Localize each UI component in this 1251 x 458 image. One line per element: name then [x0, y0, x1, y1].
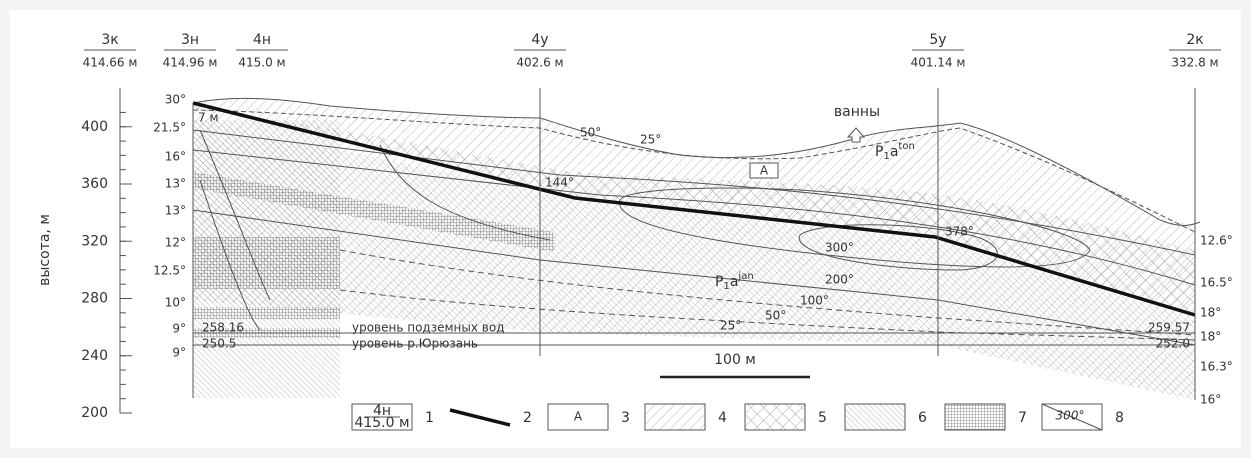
box-label: А: [760, 164, 769, 178]
well-elevation: 332.8 м: [1171, 56, 1218, 70]
dip-angle: 16°: [1200, 393, 1221, 407]
legend-number: 3: [621, 410, 630, 426]
isotherm-label: 25°: [640, 133, 661, 147]
dip-angle: 12.5°: [153, 264, 186, 278]
layer-7: [193, 307, 340, 319]
well-name: 5у: [929, 32, 946, 48]
river-right: 252.0: [1156, 337, 1190, 351]
legend-number: 7: [1018, 410, 1027, 426]
legend-sample: А: [574, 410, 583, 424]
dip-angle: 13°: [165, 177, 186, 191]
legend-sample: 300°: [1056, 409, 1085, 423]
tick-label: 320: [81, 233, 108, 249]
legend-swatch: [845, 404, 905, 430]
isotherm-label: 25°: [720, 319, 741, 333]
tick-label: 400: [81, 119, 108, 135]
legend-number: 4: [718, 410, 727, 426]
isotherm-label: 144°: [545, 176, 574, 190]
dip-angle: 18°: [1200, 306, 1221, 320]
dip-angle: 12°: [165, 236, 186, 250]
isotherm-label: 100°: [800, 294, 829, 308]
well-name: 4н: [253, 32, 271, 48]
layer-7: [193, 237, 340, 289]
legend-swatch: [745, 404, 805, 430]
well-name: 3к: [101, 32, 118, 48]
scale-label: 100 м: [714, 352, 756, 368]
groundwater-label: уровень подземных вод: [352, 321, 505, 335]
well-elevation: 402.6 м: [516, 56, 563, 70]
dip-angle: 16.3°: [1200, 360, 1233, 374]
dip-angle: 16°: [165, 150, 186, 164]
groundwater-left: 258.16: [202, 321, 244, 335]
tick-label: 200: [81, 405, 108, 421]
well-elevation: 415.0 м: [238, 56, 285, 70]
thickness: 7 м: [198, 111, 219, 125]
legend-sample: 415.0 м: [354, 415, 409, 431]
dip-angle: 13°: [165, 204, 186, 218]
axis-label: высота, м: [37, 214, 53, 286]
dip-angle: 21.5°: [153, 121, 186, 135]
isotherm-label: 200°: [825, 273, 854, 287]
well-name: 2к: [1186, 32, 1203, 48]
well-name: 4у: [531, 32, 548, 48]
river-left: 250.5: [202, 337, 236, 351]
legend-number: 8: [1115, 410, 1124, 426]
legend-swatch: [645, 404, 705, 430]
groundwater-right: 259.57: [1148, 321, 1190, 335]
legend-swatch: [945, 404, 1005, 430]
legend-number: 6: [918, 410, 927, 426]
isotherm-label: 50°: [580, 126, 601, 140]
dip-angle: 16.5°: [1200, 276, 1233, 290]
legend-number: 2: [523, 410, 532, 426]
dip-angle: 9°: [172, 346, 186, 360]
tick-label: 280: [81, 291, 108, 307]
well-elevation: 401.14 м: [911, 56, 966, 70]
dip-angle: 9°: [172, 322, 186, 336]
dip-angle: 30°: [165, 93, 186, 107]
well-elevation: 414.66 м: [83, 56, 138, 70]
isotherm-label: 378°: [945, 225, 974, 239]
well-name: 3н: [181, 32, 199, 48]
dip-angle: 18°: [1200, 330, 1221, 344]
dip-angle: 12.6°: [1200, 234, 1233, 248]
tick-label: 240: [81, 348, 108, 364]
tick-label: 360: [81, 176, 108, 192]
dip-angle: 10°: [165, 296, 186, 310]
isotherm-label: 50°: [765, 309, 786, 323]
well-elevation: 414.96 м: [163, 56, 218, 70]
legend-number: 5: [818, 410, 827, 426]
river-label: уровень р.Юрюзань: [352, 337, 478, 351]
isotherm-label: 300°: [825, 241, 854, 255]
legend-number: 1: [425, 410, 434, 426]
baths: ванны: [834, 104, 880, 120]
cross-section: 7 м ванны А P1aton P1ajan уровень подзем…: [0, 0, 1251, 458]
